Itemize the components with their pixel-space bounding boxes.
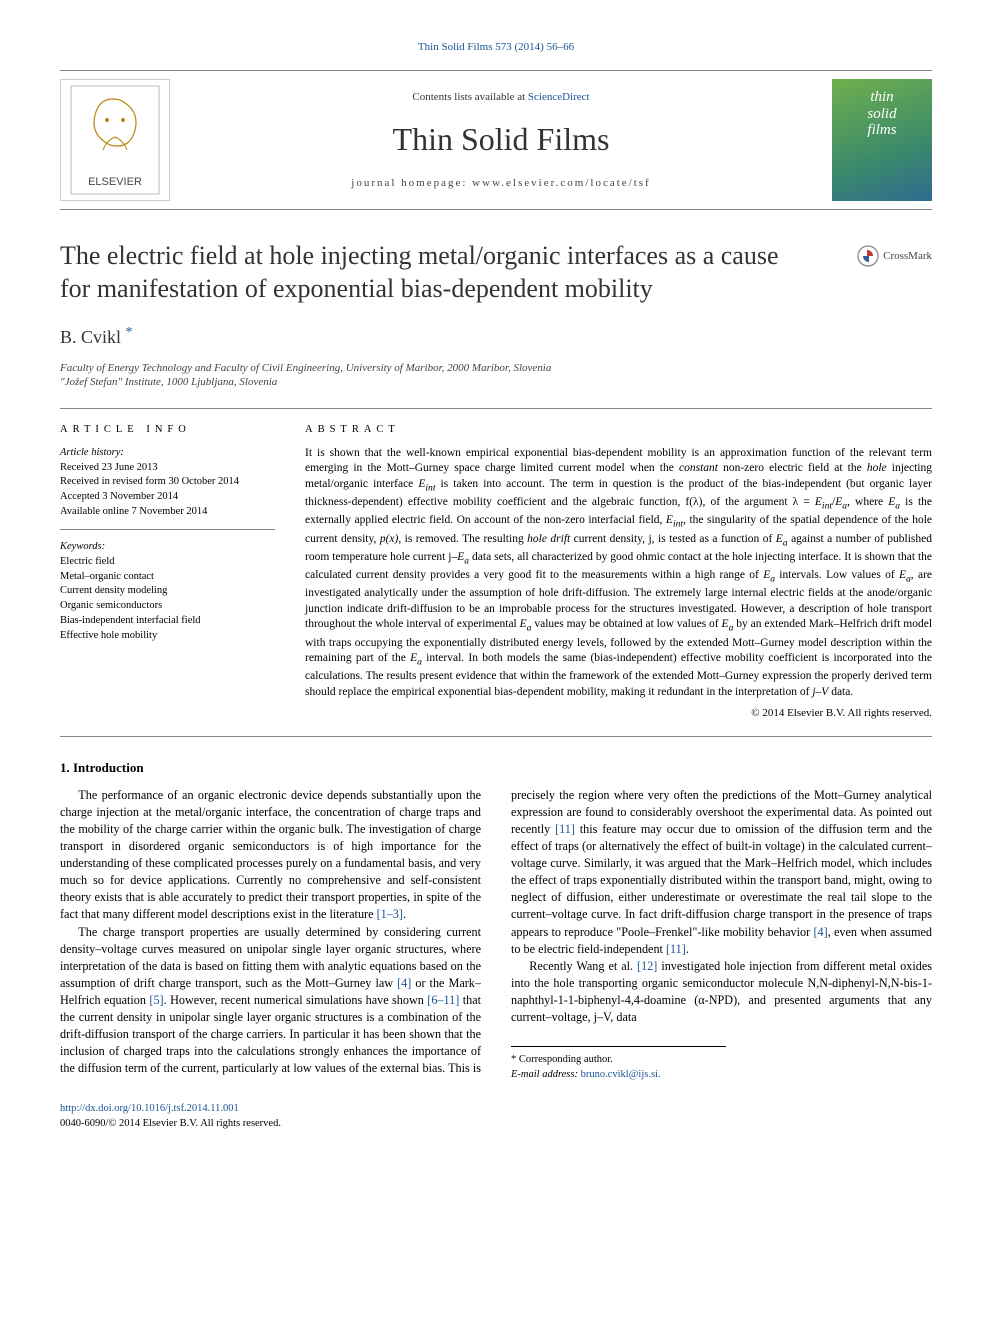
top-citation: Thin Solid Films 573 (2014) 56–66 <box>60 40 932 55</box>
author-name: B. Cvikl <box>60 327 121 347</box>
keyword: Organic semiconductors <box>60 599 275 614</box>
contents-prefix: Contents lists available at <box>412 91 527 103</box>
svg-text:ELSEVIER: ELSEVIER <box>88 176 142 188</box>
header-band: ELSEVIER Contents lists available at Sci… <box>60 70 932 210</box>
doi-link[interactable]: http://dx.doi.org/10.1016/j.tsf.2014.11.… <box>60 1102 932 1117</box>
keyword: Effective hole mobility <box>60 629 275 644</box>
email-link[interactable]: bruno.cvikl@ijs.si. <box>581 1069 661 1080</box>
corr-author-note: * Corresponding author. <box>511 1053 726 1068</box>
cover-text-2: solid <box>867 106 896 123</box>
sciencedirect-link[interactable]: ScienceDirect <box>528 91 590 103</box>
elsevier-logo: ELSEVIER <box>60 79 170 201</box>
abstract-col: ABSTRACT It is shown that the well-known… <box>305 423 932 721</box>
contents-line: Contents lists available at ScienceDirec… <box>412 90 589 105</box>
info-abstract-row: ARTICLE INFO Article history: Received 2… <box>60 408 932 736</box>
history-line: Available online 7 November 2014 <box>60 505 275 520</box>
email-label: E-mail address: <box>511 1069 578 1080</box>
abstract-heading: ABSTRACT <box>305 423 932 438</box>
history-line: Received in revised form 30 October 2014 <box>60 475 275 490</box>
article-info-col: ARTICLE INFO Article history: Received 2… <box>60 423 275 721</box>
keywords-block: Keywords: Electric field Metal–organic c… <box>60 540 275 643</box>
journal-cover: thin solid films <box>832 79 932 201</box>
keyword: Current density modeling <box>60 584 275 599</box>
journal-homepage: journal homepage: www.elsevier.com/locat… <box>351 176 650 191</box>
body-text: The performance of an organic electronic… <box>60 787 932 1082</box>
keywords-label: Keywords: <box>60 540 275 555</box>
title-text: The electric field at hole injecting met… <box>60 241 779 303</box>
journal-name: Thin Solid Films <box>393 117 610 162</box>
keyword: Electric field <box>60 555 275 570</box>
affiliation-1: Faculty of Energy Technology and Faculty… <box>60 361 932 376</box>
keyword: Metal–organic contact <box>60 570 275 585</box>
history-line: Received 23 June 2013 <box>60 461 275 476</box>
article-info-heading: ARTICLE INFO <box>60 423 275 438</box>
author-line: B. Cvikl * <box>60 323 932 350</box>
crossmark-badge[interactable]: CrossMark <box>857 245 932 267</box>
cover-text-3: films <box>867 122 896 139</box>
article-title: The electric field at hole injecting met… <box>60 240 932 305</box>
section-1-heading: 1. Introduction <box>60 759 932 777</box>
keyword: Bias-independent interfacial field <box>60 614 275 629</box>
abstract-text: It is shown that the well-known empirica… <box>305 446 932 700</box>
para-1: The performance of an organic electronic… <box>60 787 481 924</box>
history-line: Accepted 3 November 2014 <box>60 490 275 505</box>
para-3: Recently Wang et al. [12] investigated h… <box>511 958 932 1026</box>
doi-block: http://dx.doi.org/10.1016/j.tsf.2014.11.… <box>60 1102 932 1131</box>
history-label: Article history: <box>60 446 275 461</box>
issn-copyright: 0040-6090/© 2014 Elsevier B.V. All right… <box>60 1117 932 1132</box>
corr-author-footer: * Corresponding author. E-mail address: … <box>511 1046 726 1082</box>
abstract-copyright: © 2014 Elsevier B.V. All rights reserved… <box>305 706 932 721</box>
crossmark-label: CrossMark <box>883 250 932 264</box>
corr-author-star: * <box>126 325 133 340</box>
affiliations: Faculty of Energy Technology and Faculty… <box>60 361 932 391</box>
header-center: Contents lists available at ScienceDirec… <box>170 71 832 209</box>
article-history: Article history: Received 23 June 2013 R… <box>60 446 275 530</box>
affiliation-2: "Jožef Stefan" Institute, 1000 Ljubljana… <box>60 375 932 390</box>
cover-text-1: thin <box>870 89 893 106</box>
